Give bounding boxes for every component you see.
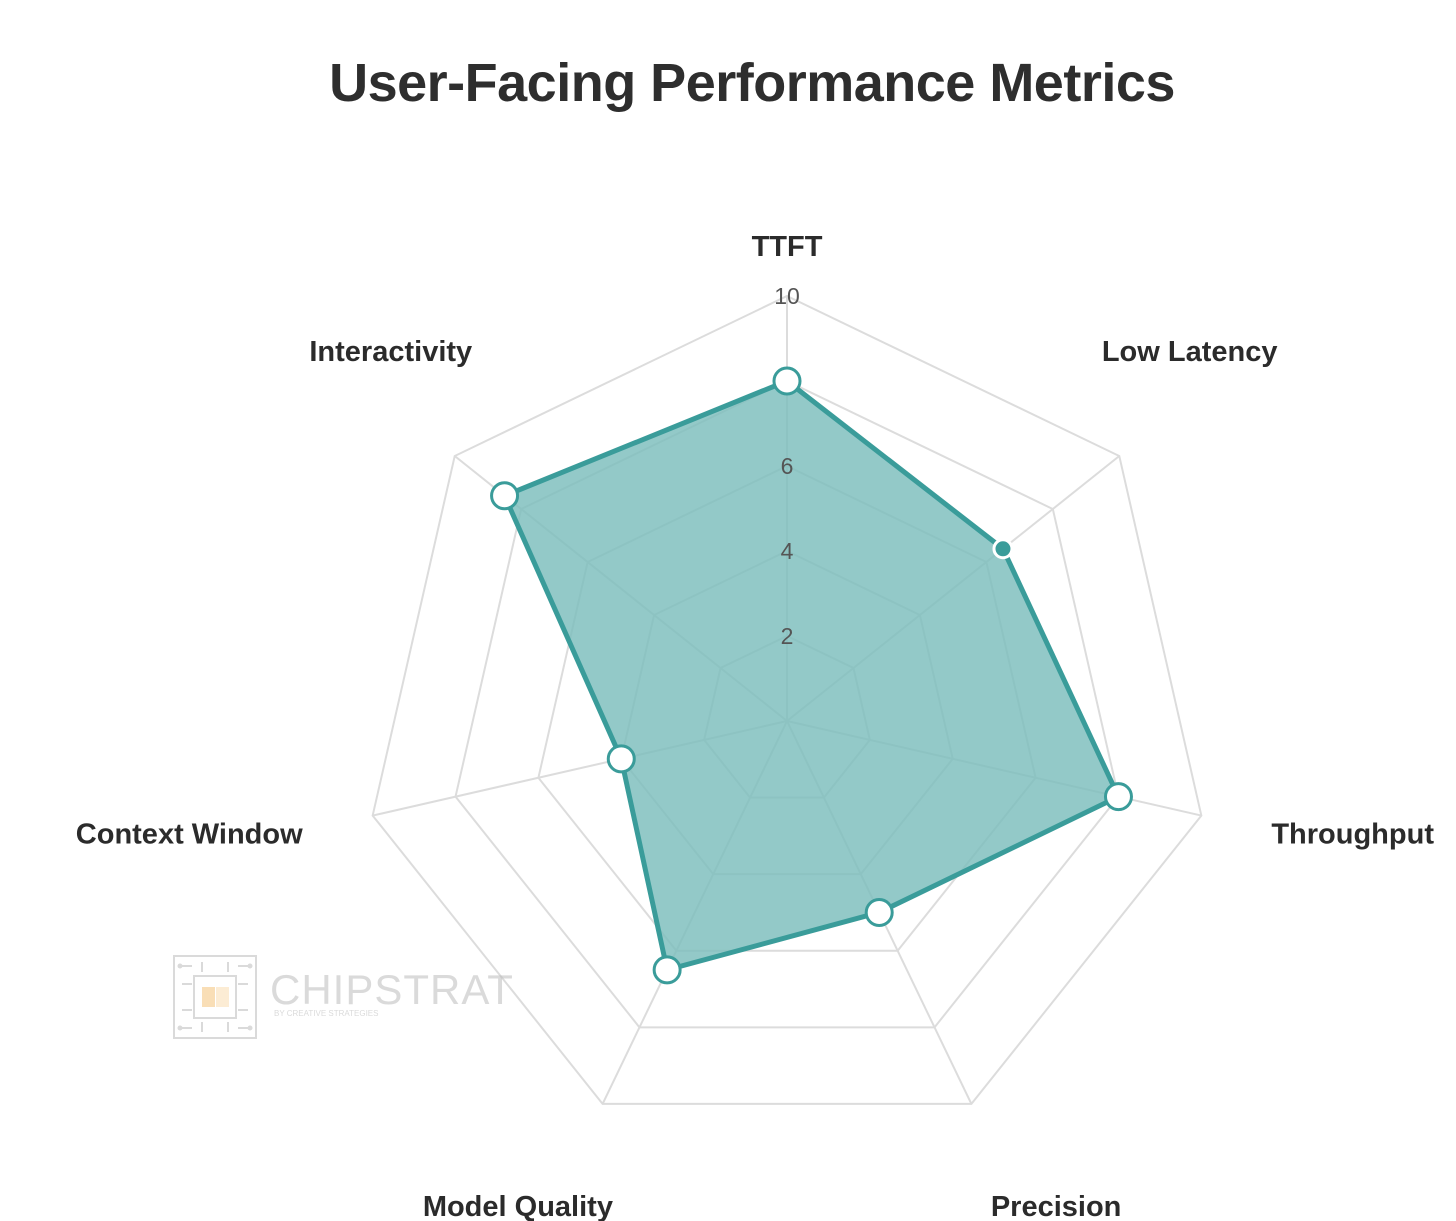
tick-label-10: 10 — [774, 283, 800, 309]
axis-label-context-window: Context Window — [76, 818, 303, 850]
tick-label-2: 2 — [781, 623, 794, 649]
axis-label-ttft: TTFT — [752, 231, 823, 263]
series-polygon — [502, 378, 1121, 973]
axis-label-low-latency: Low Latency — [1102, 336, 1278, 368]
grid-ring-10 — [371, 294, 1203, 1105]
grid-ring-8 — [454, 379, 1120, 1029]
data-point-ttft — [772, 366, 802, 396]
series-points — [490, 366, 1133, 985]
radial-ticks: 2 4 6 10 — [774, 283, 800, 649]
data-point-precision — [864, 897, 894, 927]
data-point-low-latency — [992, 538, 1014, 560]
series-area — [502, 378, 1121, 973]
axis-label-precision: Precision — [991, 1191, 1122, 1221]
axis-label-throughput: Throughput — [1271, 818, 1434, 850]
data-point-throughput — [1103, 782, 1133, 812]
data-point-model-quality — [652, 955, 682, 985]
data-point-context-window — [606, 744, 636, 774]
tick-label-6: 6 — [781, 453, 794, 479]
chip-logo-icon — [173, 955, 257, 1039]
chart-title: User-Facing Performance Metrics — [329, 53, 1175, 113]
chipstrat-watermark: CHIPSTRAT BY CREATIVE STRATEGIES — [173, 955, 514, 1039]
axis-label-interactivity: Interactivity — [309, 336, 472, 368]
tick-label-4: 4 — [781, 538, 794, 564]
data-point-interactivity — [490, 481, 520, 511]
axis-label-model-quality: Model Quality — [423, 1191, 613, 1221]
axis-labels: TTFT Low Latency Throughput Precision Model … — [76, 231, 1435, 1221]
watermark-tagline: BY CREATIVE STRATEGIES — [274, 1009, 378, 1018]
watermark-name: CHIPSTRAT — [270, 966, 514, 1013]
